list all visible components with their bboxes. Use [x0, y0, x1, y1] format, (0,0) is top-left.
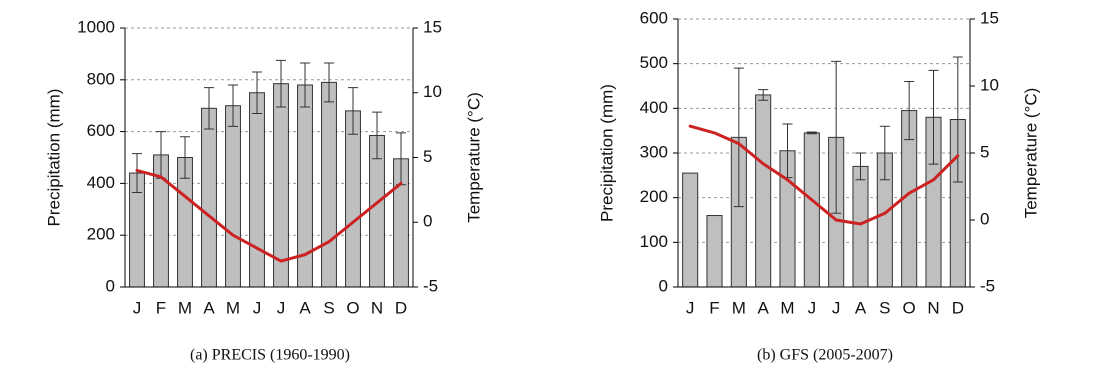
- x-tick-label: O: [346, 298, 359, 317]
- x-tick-label: N: [371, 298, 383, 317]
- temperature-line: [688, 124, 960, 226]
- x-tick-label: J: [686, 298, 695, 317]
- x-tick-label: J: [808, 298, 817, 317]
- x-tick-label: M: [178, 298, 192, 317]
- bar: [682, 172, 699, 288]
- y2-axis-label: Temperature (°C): [464, 92, 483, 223]
- x-tick-label: J: [277, 298, 286, 317]
- y-axis-label: Precipitation (mm): [44, 89, 63, 227]
- x-tick-label: M: [732, 298, 746, 317]
- bar: [852, 165, 869, 288]
- error-bar: [928, 69, 939, 165]
- y2-tick-label: 5: [423, 147, 432, 166]
- bar: [803, 132, 820, 288]
- y2-tick-label: 15: [423, 17, 442, 36]
- y2-tick-label: 0: [423, 212, 432, 231]
- bar: [321, 81, 337, 288]
- y-tick-label: 200: [87, 225, 115, 244]
- error-bar: [252, 71, 262, 114]
- error-bar: [324, 62, 334, 103]
- y-tick-label: 400: [87, 173, 115, 192]
- x-tick-label: M: [780, 298, 794, 317]
- caption: (b) GFS (2005-2007): [757, 347, 893, 364]
- x-tick-label: S: [879, 298, 890, 317]
- y-tick-label: 0: [106, 276, 115, 295]
- x-tick-label: A: [855, 298, 867, 317]
- y2-tick-label: 10: [980, 75, 999, 94]
- error-bar: [204, 87, 214, 130]
- x-tick-label: J: [133, 298, 142, 317]
- y-tick-label: 300: [640, 142, 668, 161]
- error-bar: [806, 131, 817, 135]
- bar: [345, 110, 361, 288]
- error-bar: [879, 125, 890, 181]
- temperature-line: [135, 168, 403, 263]
- x-tick-label: J: [832, 298, 841, 317]
- x-tick-label: S: [323, 298, 334, 317]
- y2-tick-label: 0: [980, 209, 989, 228]
- y-tick-label: 1000: [77, 17, 115, 36]
- error-bar: [855, 152, 866, 181]
- error-bar: [372, 111, 382, 160]
- y-tick-label: 600: [640, 8, 668, 27]
- error-bar: [733, 67, 744, 208]
- y2-tick-label: -5: [423, 276, 438, 295]
- x-tick-label: A: [299, 298, 311, 317]
- x-tick-label: D: [395, 298, 407, 317]
- y-tick-label: 500: [640, 53, 668, 72]
- y2-tick-label: -5: [980, 276, 995, 295]
- bar: [249, 92, 265, 288]
- error-bar: [132, 153, 142, 193]
- axes: [124, 28, 414, 288]
- y-axis-label: Precipitation (mm): [597, 84, 616, 222]
- x-tick-label: O: [903, 298, 916, 317]
- bar: [225, 105, 241, 288]
- x-tick-label: D: [952, 298, 964, 317]
- y2-axis-label: Temperature (°C): [1021, 88, 1040, 219]
- caption: (a) PRECIS (1960-1990): [190, 347, 350, 364]
- error-bar: [228, 84, 238, 127]
- y-tick-label: 100: [640, 232, 668, 251]
- bar: [706, 215, 723, 288]
- y2-tick-label: 5: [980, 142, 989, 161]
- error-bar: [758, 89, 769, 101]
- axes: [677, 19, 971, 288]
- error-bar: [348, 87, 358, 135]
- bar: [273, 83, 289, 288]
- y-tick-label: 400: [640, 98, 668, 117]
- error-bar: [180, 136, 190, 179]
- x-tick-label: J: [253, 298, 262, 317]
- x-tick-label: N: [927, 298, 939, 317]
- bar: [755, 94, 772, 288]
- error-bar: [276, 59, 286, 108]
- x-tick-label: A: [203, 298, 215, 317]
- bar: [201, 107, 217, 288]
- error-bar: [831, 60, 842, 214]
- error-bar: [904, 81, 915, 141]
- y-tick-label: 600: [87, 121, 115, 140]
- y-tick-label: 200: [640, 187, 668, 206]
- x-tick-label: F: [709, 298, 719, 317]
- y-tick-label: 800: [87, 69, 115, 88]
- x-tick-label: M: [226, 298, 240, 317]
- error-bar: [952, 56, 963, 183]
- x-tick-label: A: [757, 298, 769, 317]
- y-tick-label: 0: [659, 276, 668, 295]
- error-bar: [300, 62, 310, 108]
- x-tick-label: F: [156, 298, 166, 317]
- y2-tick-label: 10: [423, 82, 442, 101]
- y2-tick-label: 15: [980, 8, 999, 27]
